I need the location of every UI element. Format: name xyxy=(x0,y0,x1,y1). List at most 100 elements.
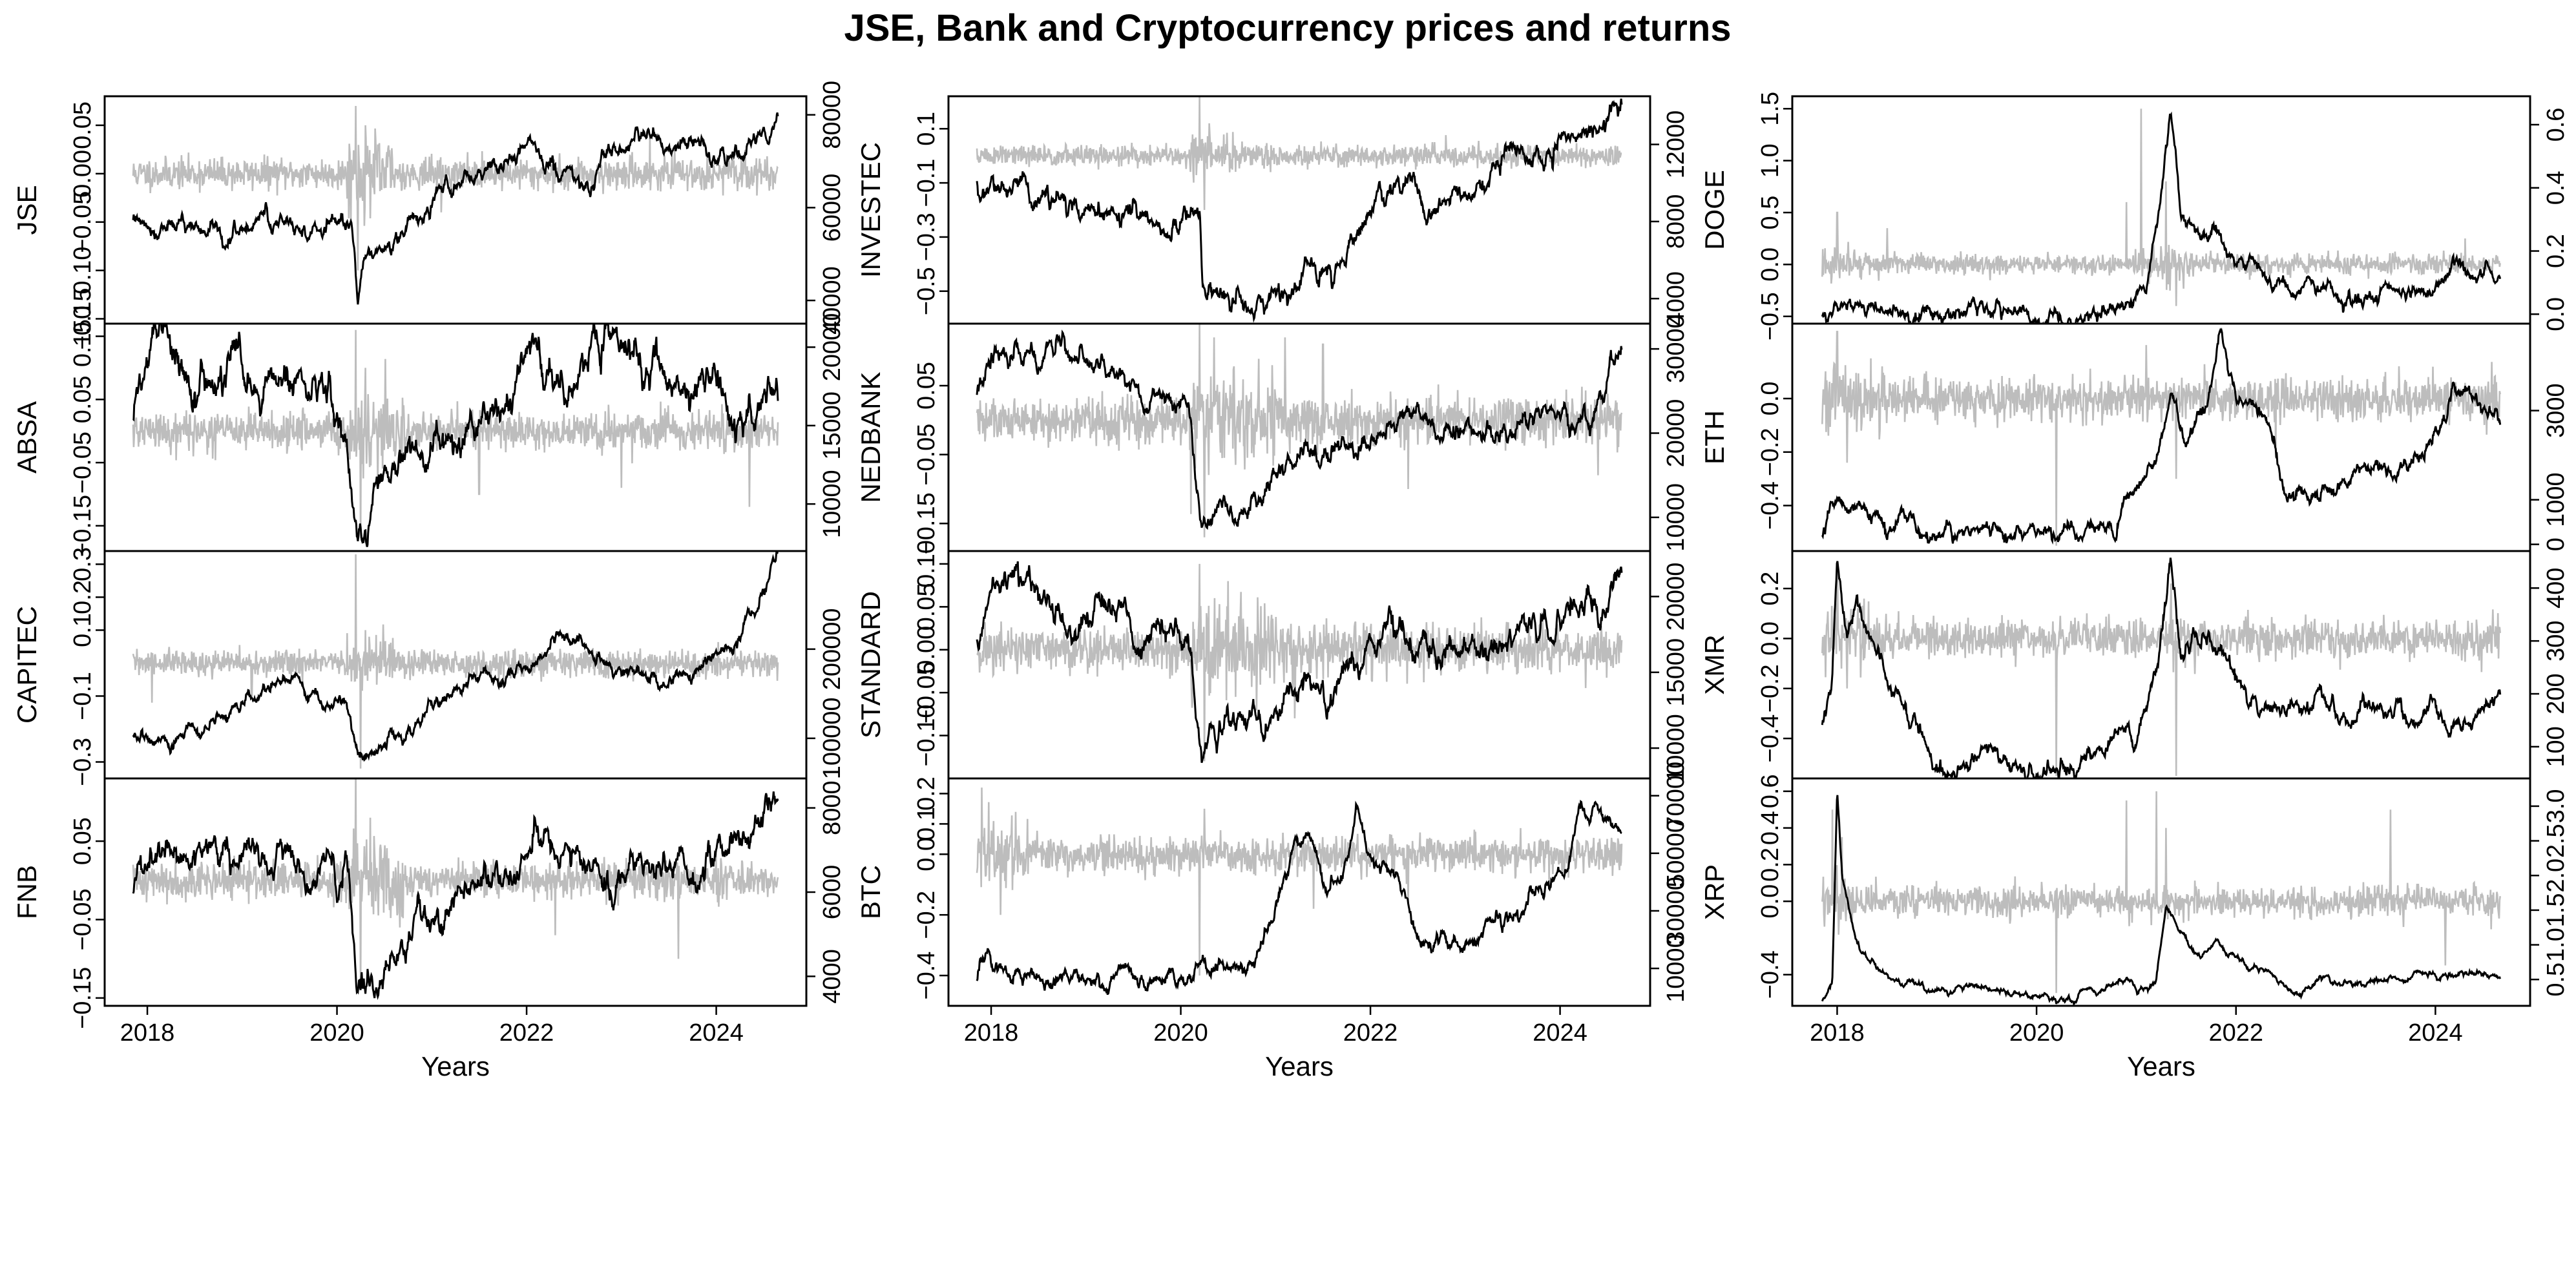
left-tick-label: 0.0 xyxy=(1757,621,1784,656)
returns-line xyxy=(1821,791,2501,994)
right-tick-label: 2.5 xyxy=(2542,824,2570,858)
left-tick-label: 0.05 xyxy=(69,101,96,149)
left-tick-label: 0.1 xyxy=(69,613,96,647)
left-tick-label: 0.00 xyxy=(913,626,940,674)
right-tick-label: 100000 xyxy=(819,697,846,779)
x-tick-label: 2022 xyxy=(2208,1019,2263,1047)
right-tick-label: 1.0 xyxy=(2542,928,2570,962)
left-tick-label: −0.05 xyxy=(69,191,96,253)
left-tick-label: −0.15 xyxy=(69,287,96,349)
panel-frame xyxy=(947,550,1651,780)
left-tick-label: 0.1 xyxy=(913,112,940,146)
left-tick-label: 0.6 xyxy=(1757,774,1784,808)
left-tick-label: −0.15 xyxy=(913,492,940,554)
right-tick-label: 0.2 xyxy=(2542,234,2570,268)
price-line xyxy=(132,551,779,762)
price-line xyxy=(132,112,779,305)
right-tick-label: 4000 xyxy=(819,949,846,1004)
right-tick-label: 12000 xyxy=(1662,110,1690,179)
panel-label: ETH xyxy=(1699,410,1730,464)
right-tick-label: 10000 xyxy=(1662,483,1690,552)
panel-label: DOGE xyxy=(1699,170,1730,250)
price-line xyxy=(1821,795,2502,1006)
left-tick-label: 0.05 xyxy=(69,375,96,423)
right-tick-label: 80000 xyxy=(819,81,846,149)
price-line xyxy=(976,561,1623,764)
left-tick-label: 0.2 xyxy=(913,776,940,811)
x-axis-label: Years xyxy=(421,1051,490,1081)
returns-line xyxy=(132,554,779,769)
x-tick-label: 2018 xyxy=(964,1019,1019,1047)
panel-label: STANDARD xyxy=(855,591,886,738)
panel-fnb: 0.05 −0.05 −0.15 4000 6000 8000 FNB xyxy=(12,777,846,1029)
left-tick-label: −0.1 xyxy=(69,672,96,720)
x-tick-label: 2022 xyxy=(499,1019,554,1047)
right-tick-label: 400 xyxy=(2542,568,2570,609)
price-line xyxy=(976,329,1623,530)
right-tick-label: 70000 xyxy=(1662,762,1690,830)
left-tick-label: −0.3 xyxy=(69,738,96,786)
chart-title: JSE, Bank and Cryptocurrency prices and … xyxy=(844,7,1731,49)
right-tick-label: 100 xyxy=(2542,726,2570,767)
left-tick-label: −0.4 xyxy=(1757,950,1784,999)
left-tick-label: −0.2 xyxy=(913,891,940,939)
right-tick-label: 0.0 xyxy=(2542,297,2570,331)
left-tick-label: 0.05 xyxy=(913,362,940,410)
right-tick-label: 4000 xyxy=(1662,271,1690,326)
panel-label: INVESTEC xyxy=(855,142,886,278)
left-tick-label: −0.15 xyxy=(69,967,96,1029)
right-tick-label: 1.5 xyxy=(2542,893,2570,927)
x-tick-label: 2018 xyxy=(120,1019,175,1047)
panel-absa: 0.150 0.05 −0.05−0.15 10000 15000 20000 ABSA xyxy=(12,306,846,557)
price-line xyxy=(1821,328,2502,545)
returns-line xyxy=(1821,109,2501,306)
x-tick-label: 2020 xyxy=(2009,1019,2064,1047)
panel-label: JSE xyxy=(12,185,42,234)
left-tick-label: 0.10 xyxy=(913,540,940,588)
panel-label: CAPITEC xyxy=(12,606,42,724)
returns-line xyxy=(1821,331,2501,546)
right-tick-label: 30000 xyxy=(1662,315,1690,383)
left-tick-label: 0.00 xyxy=(69,150,96,198)
right-tick-label: 3.0 xyxy=(2542,789,2570,824)
left-tick-label: −0.3 xyxy=(913,213,940,261)
panel-eth: 0.0 −0.2 −0.4 0 1000 3000 ETH xyxy=(1699,322,2570,552)
price-line xyxy=(132,324,779,547)
left-tick-label: 0.0 xyxy=(1757,382,1784,416)
price-line xyxy=(132,791,779,1000)
x-tick-label: 2024 xyxy=(689,1019,744,1047)
right-tick-label: 8000 xyxy=(819,780,846,835)
left-tick-label: 0.2 xyxy=(69,580,96,614)
x-axis-label: Years xyxy=(2127,1051,2195,1081)
returns-line xyxy=(976,563,1623,762)
left-tick-label: −0.4 xyxy=(1757,714,1784,763)
left-tick-label: −0.15 xyxy=(69,495,96,557)
panel-label: BTC xyxy=(855,865,886,919)
x-axis: 2018 2020 2022 2024 Years xyxy=(1810,1006,2463,1081)
panel-xmr: 0.2 0.0 −0.2−0.4 100 200 300 400 XMR xyxy=(1699,550,2570,780)
panel-label: FNB xyxy=(12,865,42,919)
x-axis: 2018 2020 2022 2024 Years xyxy=(120,1006,744,1081)
right-tick-label: 20000 xyxy=(819,313,846,382)
x-axis-label: Years xyxy=(1265,1051,1334,1081)
returns-line xyxy=(976,324,1623,537)
right-tick-label: 60000 xyxy=(819,174,846,242)
right-tick-label: 50000 xyxy=(1662,819,1690,888)
left-tick-label: −0.05 xyxy=(913,662,940,724)
x-axis: 2018 2020 2022 2024 Years xyxy=(964,1006,1587,1081)
left-tick-label: −0.5 xyxy=(913,267,940,315)
panel-label: ABSA xyxy=(12,401,42,474)
returns-line xyxy=(976,96,1622,211)
x-tick-label: 2024 xyxy=(1533,1019,1587,1047)
right-tick-label: 10000 xyxy=(1662,934,1690,1003)
price-line xyxy=(1821,111,2502,324)
x-tick-label: 2020 xyxy=(309,1019,364,1047)
left-tick-label: 0.2 xyxy=(1757,848,1784,882)
right-tick-label: 0.6 xyxy=(2542,108,2570,142)
panel-doge: 1.5 1.0 0.5 0.0 −0.5 0.0 0.2 0.4 0.6 DOGE xyxy=(1699,92,2570,340)
panel-label: NEDBANK xyxy=(855,371,886,503)
left-tick-label: −0.5 xyxy=(1757,292,1784,340)
right-tick-label: 20000 xyxy=(1662,399,1690,468)
panel-frame xyxy=(1791,550,2531,780)
